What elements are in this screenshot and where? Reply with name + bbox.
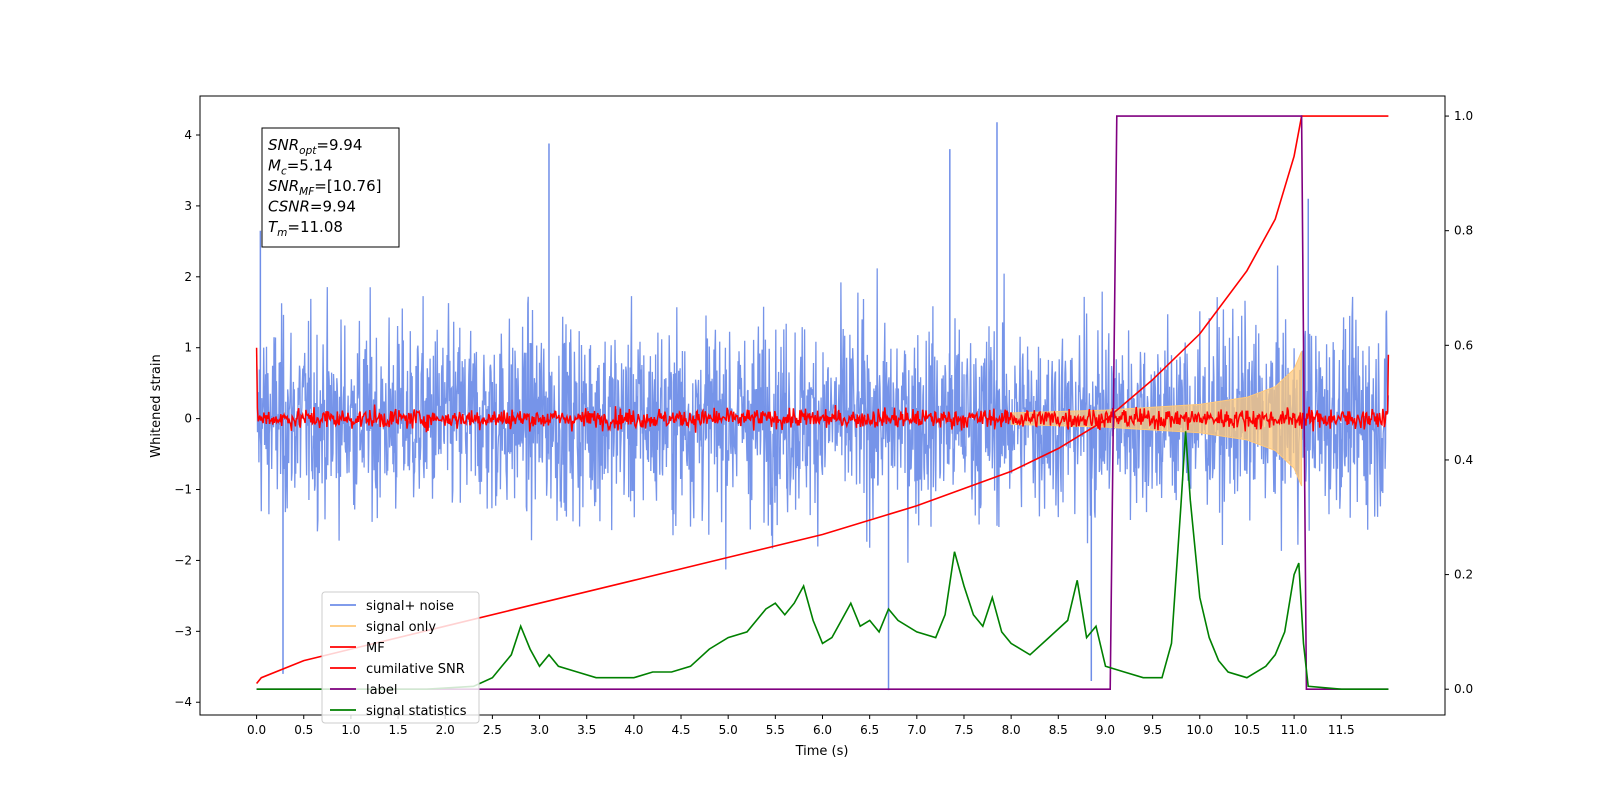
annotation-name-2: SNR: [268, 177, 299, 195]
legend-frame: [321, 591, 480, 724]
y-tick-label-3: 1: [184, 341, 192, 355]
x-tick-label-9: 4.5: [671, 723, 690, 737]
legend-label-3: cumilative SNR: [366, 662, 465, 677]
legend-label-1: signal only: [366, 620, 436, 635]
x-tick-label-21: 10.5: [1234, 723, 1261, 737]
x-tick-label-20: 10.0: [1186, 723, 1213, 737]
x-tick-label-23: 11.5: [1328, 723, 1355, 737]
y-tick-label-5: −1: [174, 483, 192, 497]
annotation-sub-4: m: [277, 227, 287, 239]
y2-tick-label-4: 0.2: [1454, 568, 1473, 582]
annotation-sub-0: opt: [299, 145, 317, 157]
x-tick-label-3: 1.5: [389, 723, 408, 737]
mf-line: [255, 347, 1390, 433]
legend-label-5: signal statistics: [366, 704, 467, 719]
y-tick-label-2: 2: [184, 270, 192, 284]
x-tick-label-19: 9.5: [1143, 723, 1162, 737]
x-tick-label-1: 0.5: [294, 723, 313, 737]
legend-label-0: signal+ noise: [366, 599, 454, 614]
legend-label-4: label: [366, 683, 397, 698]
y-tick-label-6: −2: [174, 553, 192, 567]
annotation-box: SNRopt=9.94Mc=5.14SNRMF=[10.76]CSNR=9.94…: [261, 127, 400, 248]
x-axis: 0.0 0.5 1.0 1.5 2.0 2.5 3.0 3.5 4.0 4.5 5.0 5.5 6.0 6…: [247, 715, 1355, 737]
x-tick-label-17: 8.5: [1049, 723, 1068, 737]
x-tick-label-11: 5.5: [766, 723, 785, 737]
x-tick-label-15: 7.5: [954, 723, 973, 737]
legend: signal+ noise signal only MF cumilative SNR…: [321, 591, 480, 724]
y-tick-label-4: 0: [184, 412, 192, 426]
signal-noise-line: [255, 265, 1390, 570]
x-tick-label-7: 3.5: [577, 723, 596, 737]
signal-statistics-line: [256, 431, 1389, 690]
series-signal-noise: [255, 122, 1390, 691]
y-tick-label-0: 4: [184, 128, 192, 142]
annotation-value-0: =9.94: [316, 136, 362, 154]
annotation-value-4: =11.08: [287, 218, 343, 236]
y-axis-label: Whitened strain: [149, 354, 164, 457]
annotation-name-4: T: [268, 218, 279, 236]
annotation-value-3: =9.94: [310, 198, 356, 216]
annotation-line-1: Mc=5.14: [268, 157, 333, 178]
y-tick-label-7: −3: [174, 624, 192, 638]
annotation-value-1: =5.14: [287, 157, 333, 175]
y-axis-right: 1.0 0.8 0.6 0.4 0.2 0.0: [1445, 109, 1473, 696]
annotation-line-0: SNRopt=9.94: [268, 136, 362, 157]
x-tick-label-13: 6.5: [860, 723, 879, 737]
annotation-line-4: Tm=11.08: [268, 218, 343, 239]
annotation-name-1: M: [268, 157, 281, 175]
legend-label-2: MF: [366, 641, 385, 656]
x-tick-label-18: 9.0: [1096, 723, 1115, 737]
y2-tick-label-5: 0.0: [1454, 682, 1473, 696]
x-tick-label-6: 3.0: [530, 723, 549, 737]
y-axis-left: 4 3 2 1 0 −1 −2 −3 −4: [174, 128, 200, 709]
x-tick-label-0: 0.0: [247, 723, 266, 737]
annotation-value-2: =[10.76]: [314, 177, 381, 195]
plot-layers: [255, 115, 1390, 691]
y2-tick-label-0: 1.0: [1454, 109, 1473, 123]
annotation-name-0: SNR: [268, 136, 299, 154]
x-tick-label-16: 8.0: [1002, 723, 1021, 737]
annotation-sub-2: MF: [299, 186, 315, 198]
annotation-line-2: SNRMF=[10.76]: [268, 177, 382, 198]
annotation-name-3: CSNR: [268, 198, 310, 216]
annotation-sub-1: c: [281, 166, 287, 178]
x-tick-label-10: 5.0: [719, 723, 738, 737]
annotation-frame: [261, 127, 400, 248]
y2-tick-label-2: 0.6: [1454, 338, 1473, 352]
y-tick-label-8: −4: [174, 695, 192, 709]
label-line: [256, 115, 1389, 690]
x-tick-label-12: 6.0: [813, 723, 832, 737]
x-tick-label-8: 4.0: [624, 723, 643, 737]
x-tick-label-4: 2.0: [436, 723, 455, 737]
annotation-line-3: CSNR=9.94: [268, 198, 356, 216]
x-tick-label-5: 2.5: [483, 723, 502, 737]
y2-tick-label-3: 0.4: [1454, 453, 1473, 467]
x-tick-label-2: 1.0: [341, 723, 360, 737]
y2-tick-label-1: 0.8: [1454, 224, 1473, 238]
x-tick-label-22: 11.0: [1281, 723, 1308, 737]
y-tick-label-1: 3: [184, 199, 192, 213]
x-axis-label: Time (s): [795, 744, 849, 759]
x-tick-label-14: 7.0: [907, 723, 926, 737]
